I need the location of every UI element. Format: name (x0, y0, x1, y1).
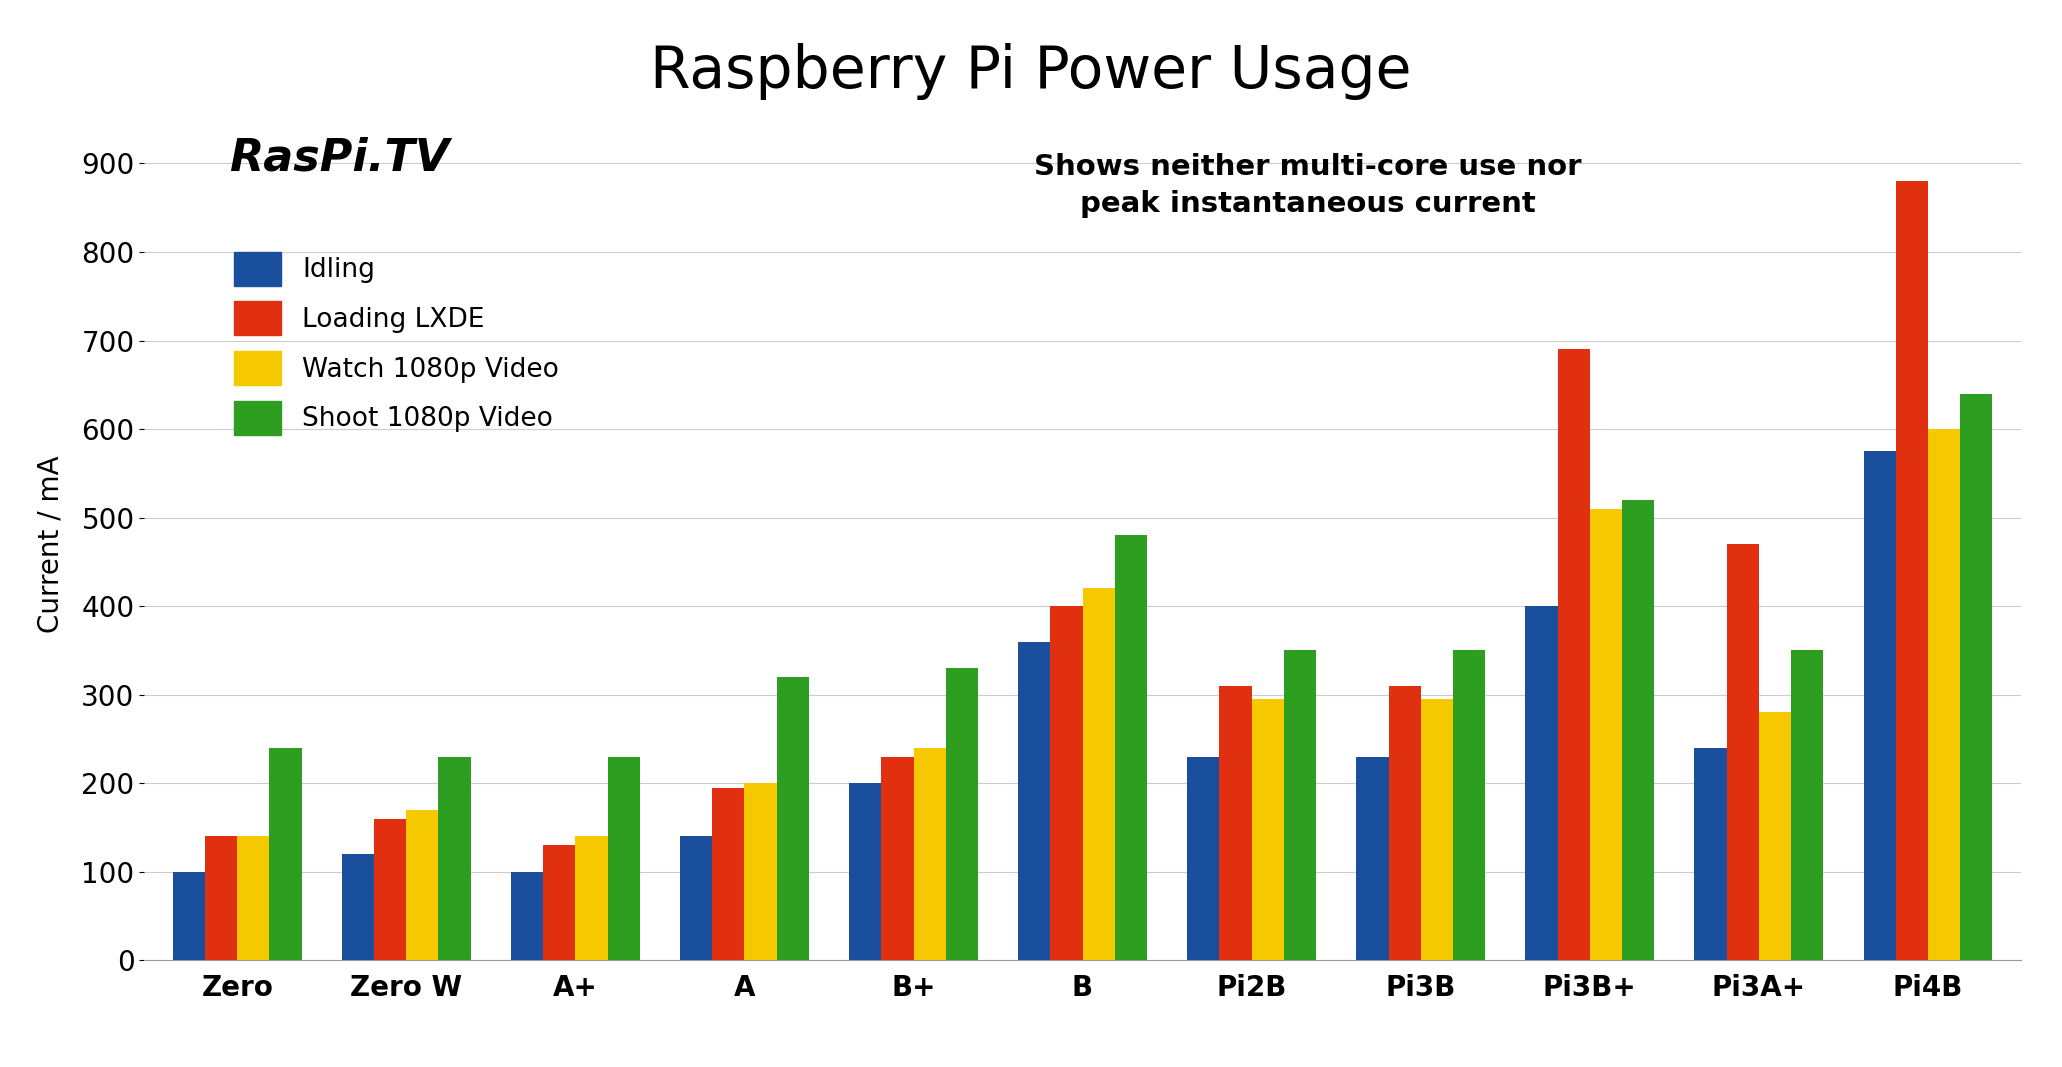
Y-axis label: Current / mA: Current / mA (37, 456, 64, 633)
Bar (1454, 651, 1485, 960)
Text: Raspberry Pi Power Usage: Raspberry Pi Power Usage (650, 43, 1412, 99)
Bar (1019, 641, 1050, 960)
Bar (1895, 181, 1928, 960)
Bar (1623, 500, 1654, 960)
Bar (1759, 713, 1792, 960)
Text: RasPi.TV: RasPi.TV (229, 137, 450, 179)
Bar (1252, 699, 1285, 960)
Bar (680, 837, 711, 960)
Bar (237, 837, 270, 960)
Bar (1388, 686, 1421, 960)
Bar (1219, 686, 1252, 960)
Bar (575, 837, 608, 960)
Text: Shows neither multi-core use nor
peak instantaneous current: Shows neither multi-core use nor peak in… (1033, 153, 1582, 218)
Bar (1188, 757, 1219, 960)
Bar (406, 810, 439, 960)
Bar (744, 783, 777, 960)
Bar (1421, 699, 1454, 960)
Bar (542, 845, 575, 960)
Bar (850, 783, 880, 960)
Bar (608, 757, 639, 960)
Bar (373, 818, 406, 960)
Bar (1695, 748, 1726, 960)
Bar (1792, 651, 1823, 960)
Bar (173, 872, 206, 960)
Bar (439, 757, 470, 960)
Bar (270, 748, 301, 960)
Bar (1116, 536, 1146, 960)
Bar (511, 872, 542, 960)
Bar (1864, 451, 1895, 960)
Bar (1590, 509, 1623, 960)
Bar (1357, 757, 1388, 960)
Bar (1526, 606, 1557, 960)
Bar (1726, 544, 1759, 960)
Bar (1928, 429, 1959, 960)
Bar (913, 748, 946, 960)
Bar (777, 676, 808, 960)
Bar (1557, 349, 1590, 960)
Bar (711, 787, 744, 960)
Bar (1050, 606, 1083, 960)
Bar (342, 854, 373, 960)
Bar (946, 668, 977, 960)
Bar (880, 757, 913, 960)
Bar (1959, 394, 1992, 960)
Legend: Idling, Loading LXDE, Watch 1080p Video, Shoot 1080p Video: Idling, Loading LXDE, Watch 1080p Video,… (223, 241, 569, 445)
Bar (1285, 651, 1316, 960)
Bar (206, 837, 237, 960)
Bar (1083, 588, 1116, 960)
